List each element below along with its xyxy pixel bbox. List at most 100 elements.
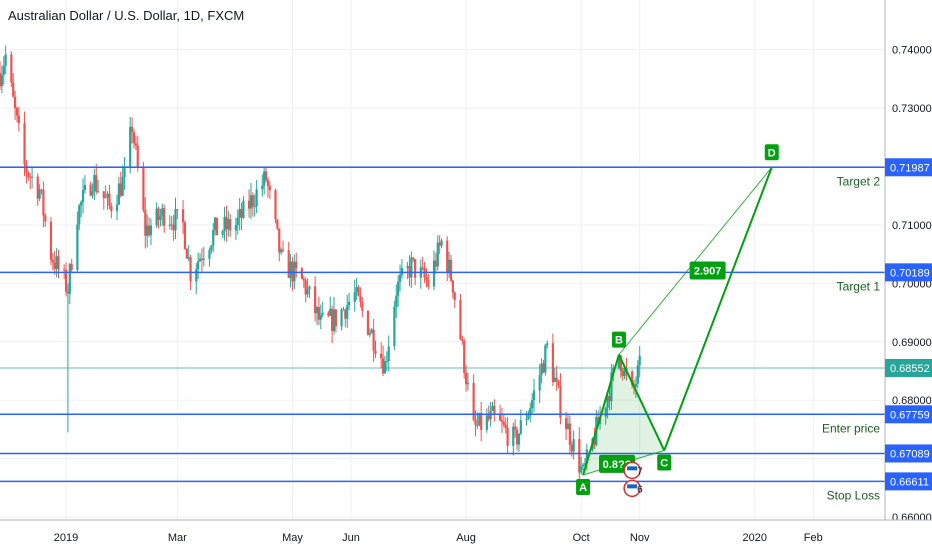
- price-tick-label: 0.68000: [892, 395, 932, 407]
- pattern-point-badge: [576, 479, 591, 496]
- candle-body: [527, 414, 530, 419]
- candle-body: [229, 219, 232, 231]
- pattern-point-badge: [657, 454, 672, 471]
- price-tick-label: 0.71000: [892, 220, 932, 232]
- level-price-badge: [885, 405, 932, 424]
- candle-body: [374, 350, 377, 354]
- candle-body: [123, 168, 126, 177]
- candle-body: [293, 261, 296, 282]
- candle-body: [300, 268, 304, 279]
- candle-body: [225, 216, 228, 230]
- candle-body: [555, 377, 558, 381]
- candle-body: [189, 257, 192, 282]
- candle-body: [331, 308, 334, 332]
- time-axis[interactable]: 2019 Mar May Jun Aug Oct Nov 2020 Feb: [0, 519, 932, 550]
- candle-body: [91, 191, 94, 196]
- candle-body: [329, 308, 332, 316]
- candle-body: [631, 371, 634, 385]
- candle-body: [210, 245, 213, 251]
- candle-body: [104, 197, 107, 199]
- level-name-label: Stop Loss: [827, 488, 880, 502]
- level-price-badge: [885, 263, 932, 282]
- candle-body: [606, 396, 609, 408]
- candle-body: [451, 280, 454, 293]
- ratio-label: 2.907: [694, 266, 722, 278]
- candle-body: [634, 383, 638, 387]
- candle-body: [398, 274, 402, 282]
- candle-body: [440, 240, 443, 246]
- candle-body: [529, 408, 532, 415]
- candle-body: [134, 143, 137, 146]
- time-tick-label: 2019: [54, 532, 78, 544]
- candle-body: [566, 423, 570, 430]
- price-axis[interactable]: 0.740000.730000.720000.710000.700000.690…: [884, 0, 932, 550]
- candle-body: [25, 164, 28, 173]
- candle-body: [553, 377, 556, 383]
- candle-body: [368, 332, 371, 335]
- candle-body: [144, 209, 147, 236]
- candle-body: [2, 65, 5, 75]
- candle-body: [255, 189, 258, 207]
- candle-body: [578, 439, 581, 473]
- candle-body: [214, 217, 217, 231]
- candle-body: [149, 225, 153, 236]
- candle-body: [23, 123, 26, 165]
- time-tick-label: Feb: [804, 532, 823, 544]
- candle-body: [181, 209, 185, 223]
- candle-body: [106, 193, 109, 198]
- time-tick-label: Oct: [573, 532, 590, 544]
- candle-body: [55, 256, 58, 269]
- candle-body: [395, 295, 398, 307]
- candle-body: [89, 185, 92, 196]
- candle-body: [302, 278, 305, 281]
- pattern-diagonal: [618, 166, 773, 355]
- candle-body: [136, 145, 139, 168]
- candle-body: [147, 225, 151, 236]
- candle-body: [638, 355, 641, 366]
- level-price-badge: [885, 158, 932, 177]
- candle-body: [540, 363, 543, 375]
- candle-body: [610, 372, 613, 402]
- candle-body: [519, 420, 522, 434]
- candle-body: [544, 345, 547, 373]
- pattern-point-label: B: [615, 335, 623, 347]
- pattern-leg: [582, 354, 620, 476]
- candle-body: [480, 412, 483, 430]
- candle-body: [512, 426, 515, 446]
- candle-body: [274, 190, 277, 220]
- candle-body: [12, 82, 15, 97]
- candle-body: [317, 307, 321, 320]
- candle-body: [568, 423, 571, 445]
- candle-body: [387, 346, 390, 362]
- news-marker-count: 6: [637, 484, 643, 495]
- candle-body: [280, 249, 283, 253]
- pattern-point-badge: [611, 331, 626, 348]
- candle-body: [108, 193, 111, 206]
- candle-body: [187, 257, 190, 259]
- candle-body: [617, 355, 621, 368]
- candle-body: [76, 224, 79, 270]
- candle-body: [342, 309, 345, 311]
- pattern-point-label: A: [579, 482, 587, 494]
- candle-body: [438, 242, 441, 246]
- candle-body: [321, 312, 324, 315]
- pattern-point-label: C: [660, 457, 668, 469]
- candle-body: [40, 189, 43, 191]
- candle-body: [17, 115, 20, 124]
- candle-body: [334, 309, 337, 327]
- candle-body: [30, 176, 34, 178]
- candle-body: [261, 185, 264, 190]
- candle-body: [0, 74, 3, 87]
- candle-body: [597, 416, 600, 425]
- level-price-badge: [885, 472, 932, 491]
- candle-body: [95, 175, 98, 192]
- candle-body: [580, 466, 583, 473]
- candle-body: [81, 190, 85, 203]
- candle-body: [491, 405, 494, 411]
- candle-body: [538, 374, 541, 391]
- candle-body: [581, 464, 585, 467]
- candle-body: [397, 281, 400, 296]
- candle-body: [315, 307, 319, 314]
